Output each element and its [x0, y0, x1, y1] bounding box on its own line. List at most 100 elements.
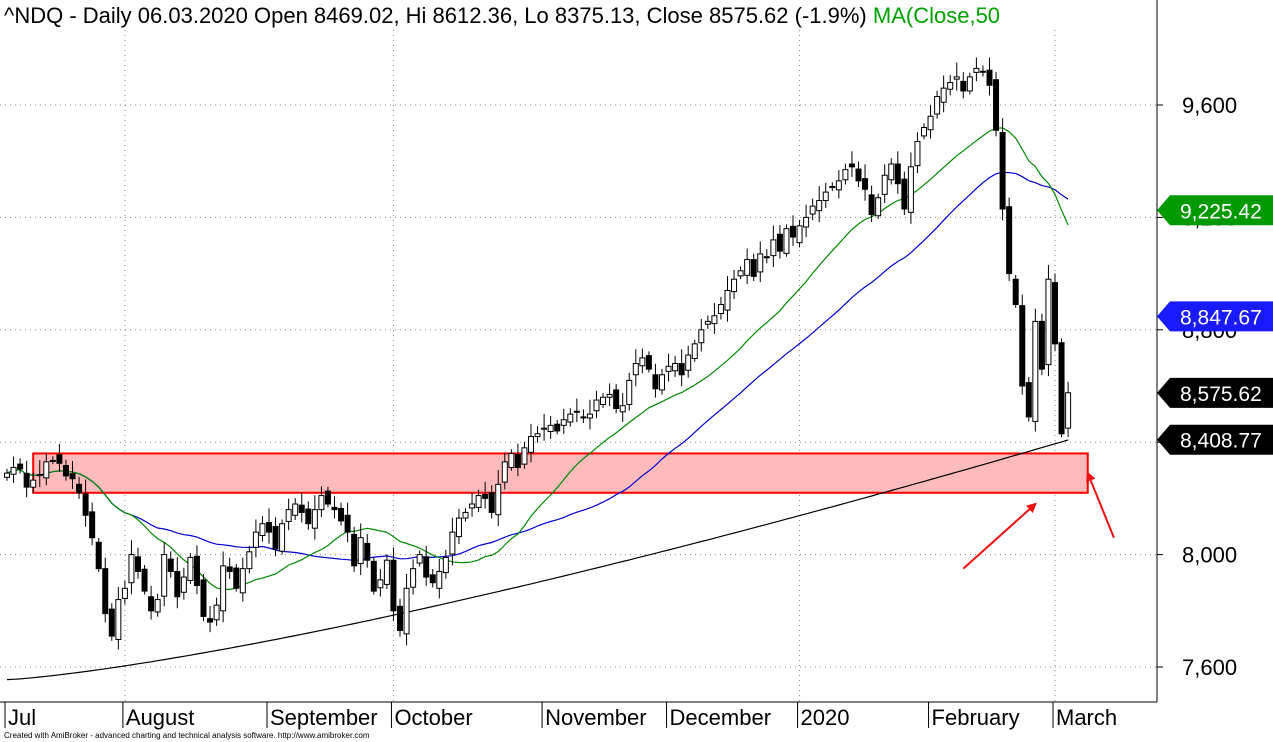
ma-blue-line	[6, 171, 1069, 562]
candle	[999, 118, 1006, 221]
candle	[1025, 376, 1032, 422]
candle-body	[455, 517, 462, 538]
candle	[541, 413, 548, 441]
candle-body	[947, 82, 954, 90]
candle	[351, 526, 358, 572]
candle-body	[672, 363, 679, 372]
candle-body	[180, 576, 187, 593]
candle-body	[416, 554, 423, 564]
candle-body	[573, 410, 580, 413]
candle	[279, 519, 286, 555]
candle	[763, 249, 770, 264]
candle-body	[652, 374, 659, 390]
candle	[698, 318, 705, 352]
candle-body	[397, 605, 403, 631]
price-label: 8,847.67	[1157, 301, 1273, 332]
candle	[580, 409, 587, 423]
candle-body	[541, 427, 548, 430]
candle	[547, 416, 554, 439]
candle-body	[357, 537, 364, 565]
y-tick-label: 9,600	[1182, 93, 1237, 118]
candle	[901, 171, 908, 216]
candle-body	[862, 178, 869, 190]
candle-body	[82, 493, 89, 516]
candle-body	[370, 560, 377, 592]
candle-body	[213, 604, 220, 621]
x-tick-label: February	[932, 705, 1020, 730]
x-tick-label: March	[1056, 705, 1117, 730]
candle-body	[246, 551, 253, 570]
candle-body	[56, 454, 63, 464]
candle	[724, 276, 731, 322]
x-tick-label: November	[545, 705, 646, 730]
candle	[482, 481, 489, 509]
candle-body	[298, 504, 305, 513]
candle	[619, 393, 626, 422]
candle-body	[907, 166, 914, 213]
candle-body	[148, 596, 155, 612]
candle	[953, 62, 960, 91]
candle	[528, 423, 534, 463]
candle	[659, 368, 665, 395]
candle	[370, 557, 377, 595]
candle-body	[613, 389, 620, 409]
candle-body	[449, 531, 456, 555]
price-label: 9,225.42	[1157, 195, 1273, 226]
x-tick-label: Jul	[8, 705, 36, 730]
candle	[560, 408, 567, 435]
candle-body	[383, 559, 390, 585]
y-tick-label: 7,600	[1182, 655, 1237, 680]
candle	[311, 495, 318, 540]
candle	[455, 508, 462, 545]
candle	[711, 303, 718, 334]
chart-title: ^NDQ - Daily 06.03.2020 Open 8469.02, Hi…	[4, 3, 867, 28]
candle-body	[141, 568, 148, 592]
candle	[606, 383, 613, 407]
candle-body	[495, 483, 502, 516]
candle	[770, 225, 777, 268]
candle	[731, 269, 738, 300]
candle	[423, 545, 430, 586]
candle	[174, 557, 181, 609]
candle	[226, 557, 233, 579]
candle	[331, 496, 338, 519]
candle	[324, 486, 331, 508]
candle	[154, 593, 161, 617]
candle	[4, 468, 10, 481]
candle	[383, 554, 390, 590]
candle-body	[901, 178, 908, 210]
candle	[783, 224, 790, 257]
candle	[115, 586, 122, 650]
candle-body	[560, 419, 567, 426]
price-label-text: 9,225.42	[1180, 200, 1262, 223]
chart-header: ^NDQ - Daily 06.03.2020 Open 8469.02, Hi…	[4, 3, 1000, 29]
candle	[62, 459, 69, 481]
candle-body	[737, 270, 744, 277]
candle	[1052, 273, 1058, 352]
candle	[49, 456, 56, 465]
candle-body	[763, 256, 770, 259]
candle	[1045, 264, 1052, 377]
candle	[76, 476, 83, 499]
candle	[128, 540, 135, 595]
candle	[30, 472, 37, 494]
candle-body	[750, 259, 757, 277]
candle	[645, 351, 652, 373]
candle	[907, 152, 914, 224]
candle-body	[554, 423, 561, 432]
candle	[894, 151, 901, 194]
candle-body	[593, 399, 600, 412]
candle	[573, 398, 580, 422]
candle	[449, 517, 456, 566]
candle	[776, 224, 783, 259]
candle-body	[1032, 320, 1039, 422]
candle	[410, 559, 417, 595]
candle-body	[868, 194, 875, 216]
candle	[220, 551, 227, 623]
candle	[1038, 313, 1045, 376]
candle	[868, 185, 875, 223]
candle-body	[776, 233, 783, 252]
candle	[632, 349, 639, 387]
candle	[429, 568, 436, 588]
candle-body	[626, 379, 633, 406]
